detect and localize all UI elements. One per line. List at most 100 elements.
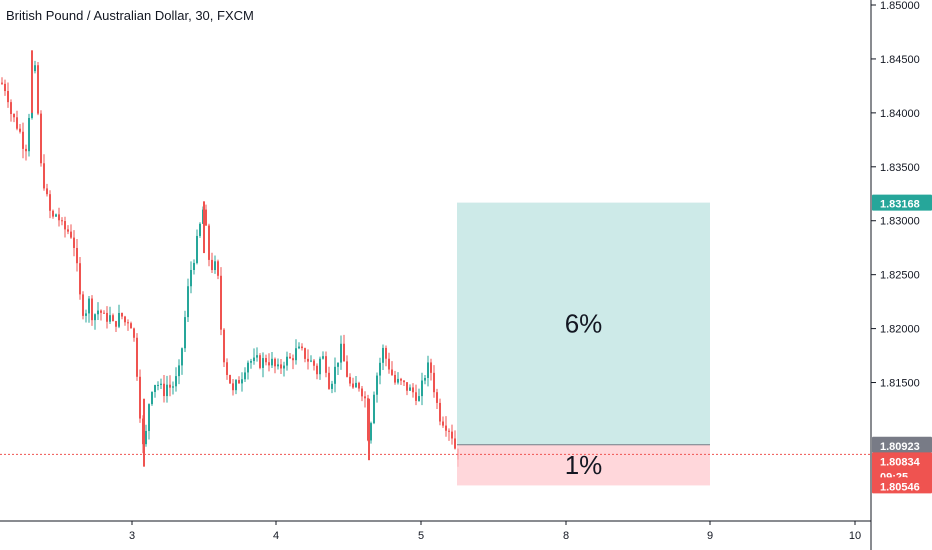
- candle-body: [211, 259, 213, 271]
- time-tick-label: 3: [129, 530, 135, 542]
- price-axis[interactable]: 1.85000 1.84500 1.84000 1.83500 1.83000 1.825…: [871, 0, 920, 390]
- long-position-tool[interactable]: 6% 1%: [457, 202, 710, 486]
- candle-body: [55, 214, 57, 217]
- candle-body: [37, 65, 39, 114]
- candle-body: [121, 312, 123, 317]
- candle-body: [268, 362, 270, 366]
- candle-body: [403, 380, 405, 383]
- candle-body: [52, 210, 54, 217]
- candle-body: [247, 362, 249, 373]
- loss-zone[interactable]: [457, 444, 710, 486]
- candle-body: [193, 262, 195, 270]
- candle-body: [355, 382, 357, 388]
- candle: [37, 62, 39, 116]
- candle-body: [115, 321, 117, 327]
- candle: [193, 259, 195, 275]
- candle: [304, 347, 306, 363]
- candle-body: [331, 383, 333, 389]
- candle: [49, 190, 51, 219]
- candle: [283, 361, 285, 377]
- candle: [346, 355, 348, 378]
- candle: [430, 358, 432, 381]
- price-tick-label: 1.85000: [880, 0, 920, 12]
- candle-body: [379, 362, 381, 376]
- candle-body: [430, 362, 432, 373]
- candle: [268, 353, 270, 372]
- candle-body: [58, 214, 60, 221]
- time-axis[interactable]: 3 4 5 8 9 10: [129, 521, 861, 542]
- candle: [19, 123, 21, 134]
- candle: [166, 375, 168, 403]
- candle: [226, 358, 228, 380]
- candle: [223, 328, 225, 367]
- candle: [55, 213, 57, 218]
- price-tick-label: 1.82000: [880, 324, 920, 336]
- candle-body: [364, 396, 366, 399]
- price-tick-label: 1.84000: [880, 108, 920, 120]
- candle-body: [241, 379, 243, 384]
- candle-body: [334, 366, 336, 384]
- candle: [358, 381, 360, 392]
- candle: [379, 357, 381, 385]
- candle: [97, 302, 99, 320]
- candle: [25, 144, 27, 161]
- candle-body: [28, 117, 30, 152]
- candle: [73, 230, 75, 257]
- candle-body: [178, 365, 180, 377]
- price-tick-label: 1.81500: [880, 378, 920, 390]
- candle-body: [442, 421, 444, 426]
- candle: [280, 359, 282, 374]
- candle-body: [445, 425, 447, 431]
- target-price-tag: 1.83168: [872, 194, 932, 211]
- candle: [241, 372, 243, 392]
- candle: [289, 352, 291, 360]
- profit-zone[interactable]: [457, 202, 710, 445]
- candle-body: [415, 392, 417, 401]
- candle-body: [439, 402, 441, 422]
- candle-body: [49, 194, 51, 211]
- last-price-tag-bg: [872, 452, 932, 485]
- candle: [238, 376, 240, 384]
- candle: [10, 99, 12, 122]
- candle-body: [295, 348, 297, 361]
- candle-body: [136, 337, 138, 377]
- candle: [58, 207, 60, 227]
- candle: [388, 352, 390, 374]
- candle-body: [400, 378, 402, 381]
- stop-price-tag-bg: [872, 477, 932, 494]
- candle-body: [85, 313, 87, 316]
- candle: [181, 347, 183, 375]
- candle-body: [205, 209, 207, 226]
- candle-body: [418, 396, 420, 401]
- candle-body: [163, 383, 165, 397]
- candle: [76, 238, 78, 272]
- candle: [127, 319, 129, 331]
- candle: [13, 113, 15, 123]
- candle: [373, 391, 375, 425]
- candle: [340, 335, 342, 370]
- candle-body: [259, 355, 261, 368]
- candle-body: [340, 343, 342, 363]
- candle-body: [385, 347, 387, 359]
- candle: [265, 354, 267, 366]
- candle: [196, 229, 198, 265]
- candle-body: [409, 387, 411, 391]
- candle-body: [382, 347, 384, 363]
- candle-body: [166, 384, 168, 397]
- candle-body: [70, 231, 72, 238]
- candle-body: [394, 374, 396, 383]
- candle-body: [310, 360, 312, 362]
- candle-body: [214, 261, 216, 271]
- candle: [253, 348, 255, 365]
- candle: [343, 334, 345, 362]
- candle: [208, 223, 210, 267]
- candle-body: [133, 328, 135, 338]
- candle: [100, 309, 102, 321]
- candle-body: [190, 269, 192, 287]
- candle: [232, 378, 234, 396]
- candle: [85, 309, 87, 323]
- candle-body: [346, 361, 348, 377]
